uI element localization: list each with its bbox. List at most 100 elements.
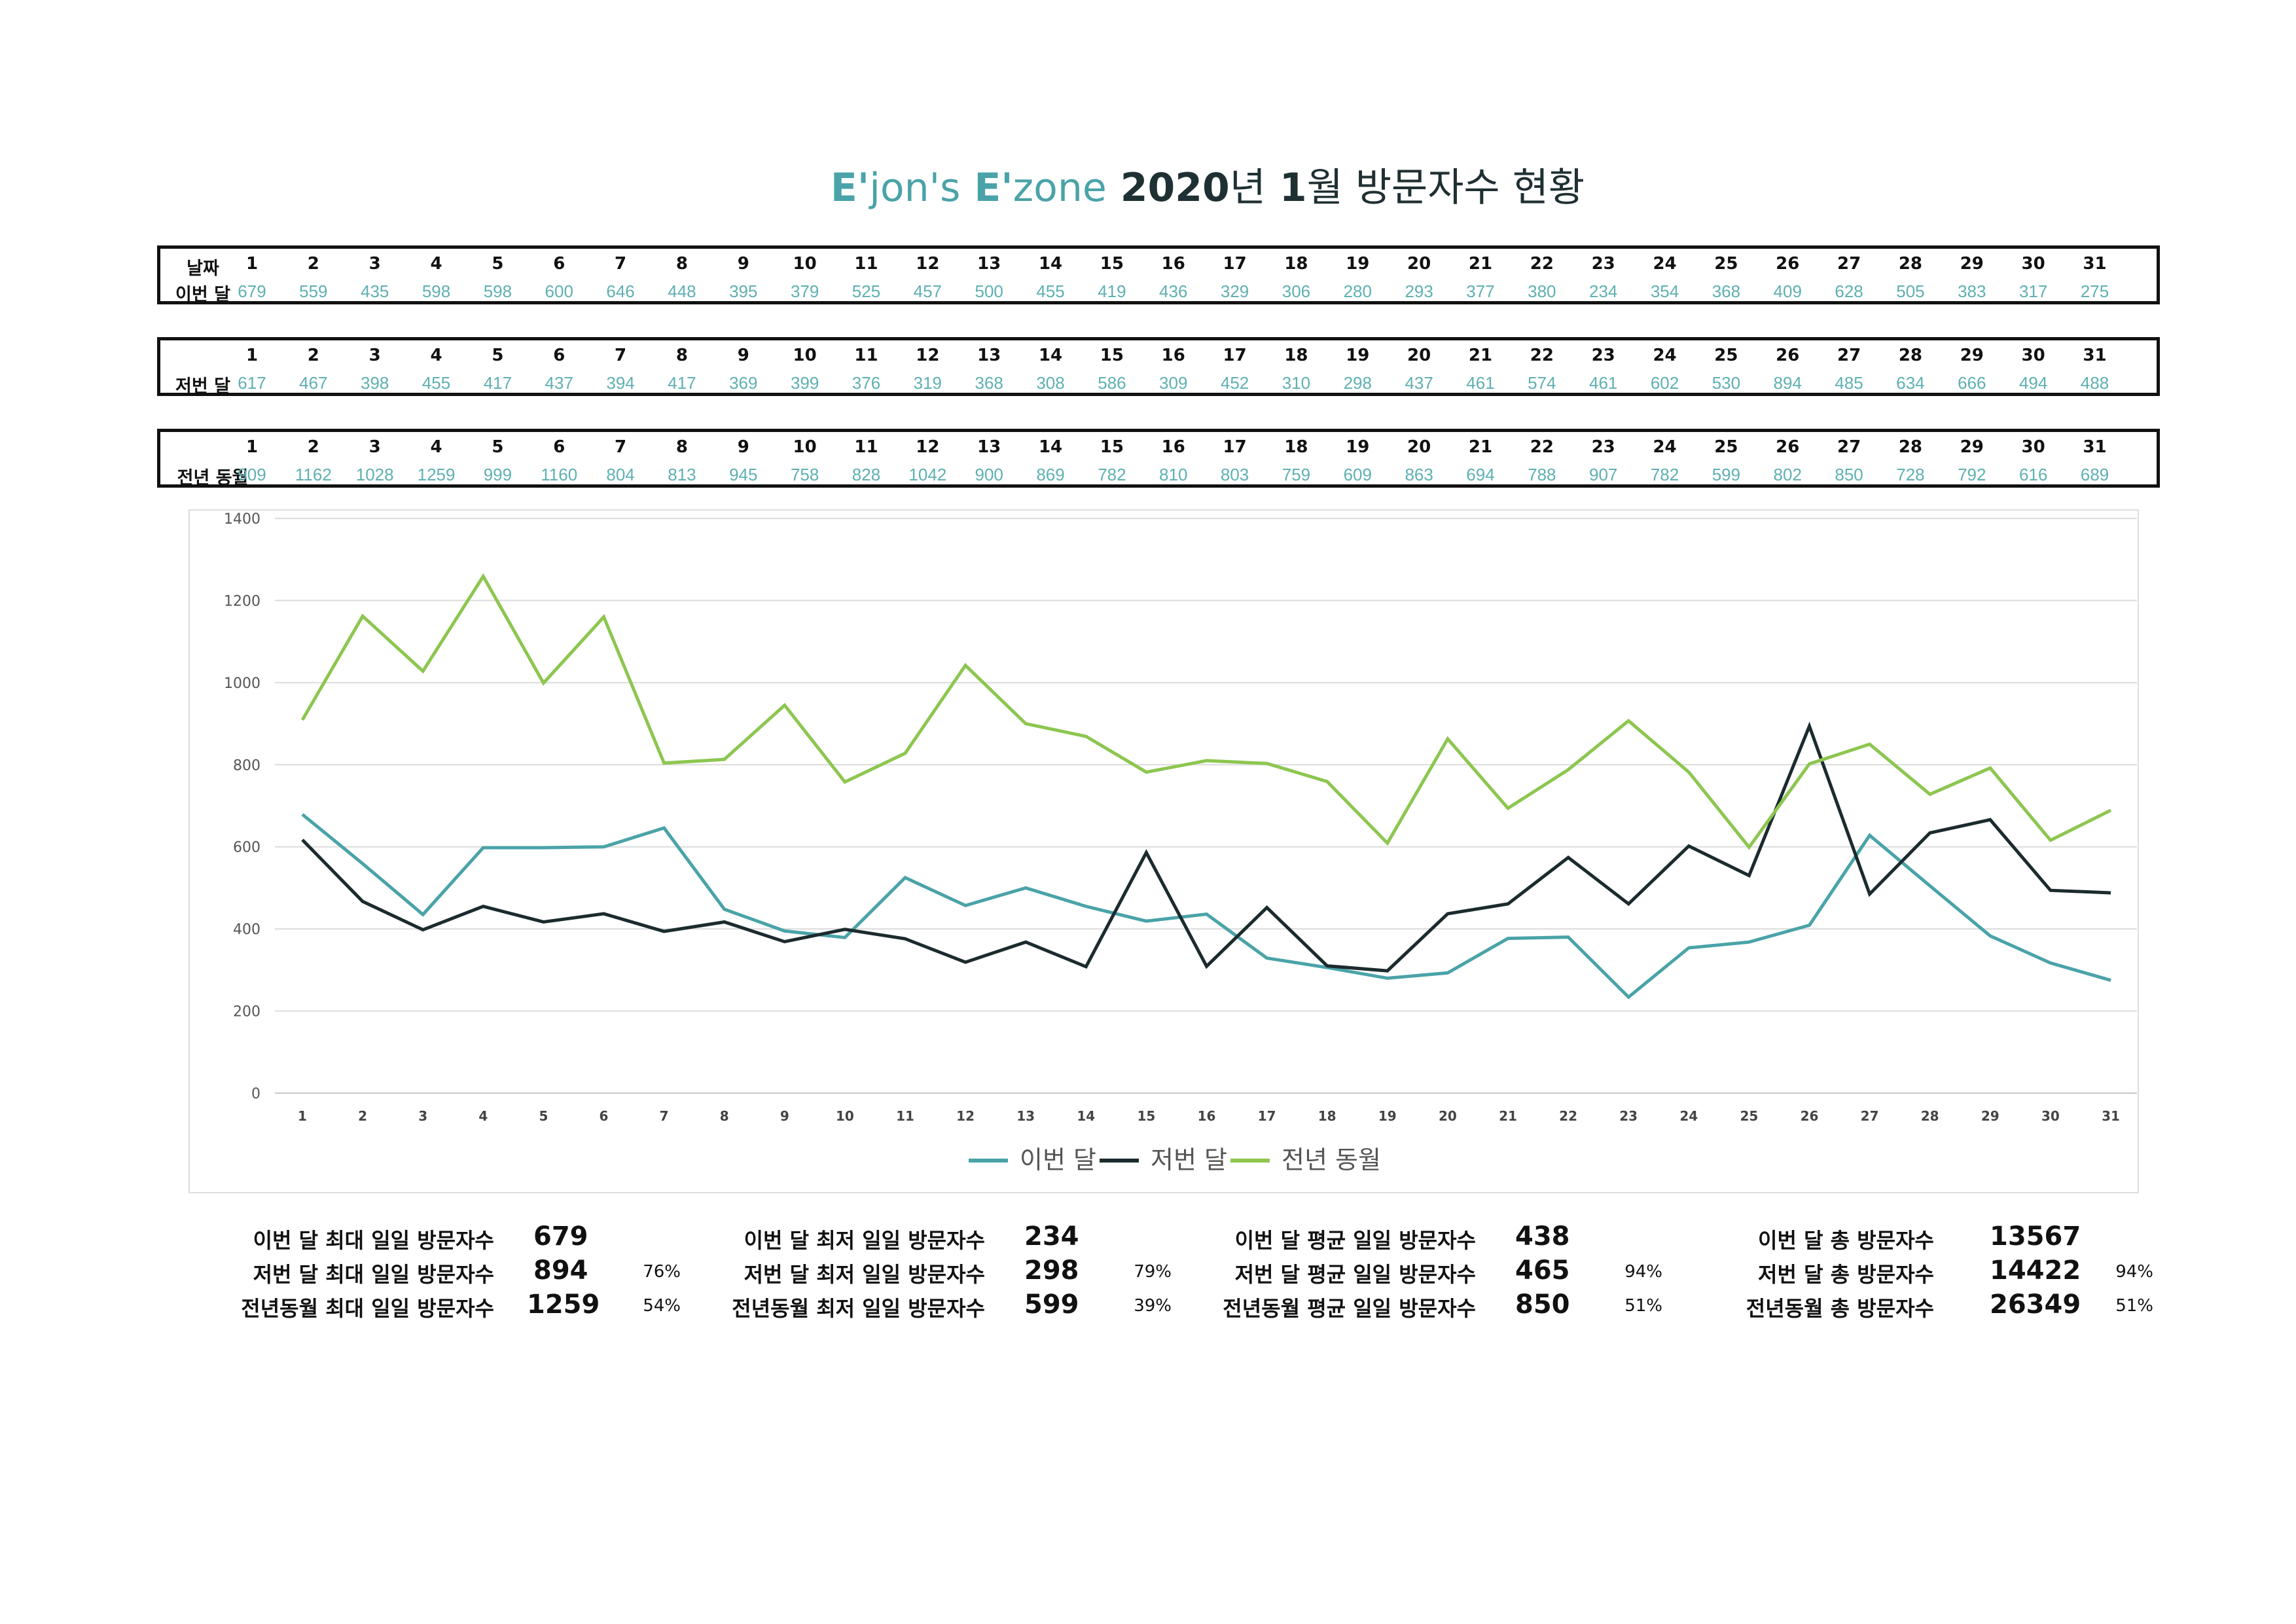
table-value-cell: 455 bbox=[1036, 281, 1065, 301]
x-tick-label: 31 bbox=[2102, 1108, 2120, 1124]
table-day-cell: 30 bbox=[2021, 254, 2045, 274]
table-value-cell: 505 bbox=[1896, 281, 1925, 301]
table-value-cell: 802 bbox=[1773, 465, 1802, 484]
table-2: 저번 달 1 617 2 467 3 398 4 455 5 417 6 437 7 394 8 417 9 369… bbox=[157, 337, 2160, 397]
table-value-cell: 869 bbox=[1036, 465, 1065, 484]
table-value-cell: 376 bbox=[852, 373, 881, 393]
stat-label: 저번 달 총 방문자수 bbox=[1758, 1262, 1934, 1287]
table-day-cell: 5 bbox=[492, 346, 504, 365]
table-day-cell: 1 bbox=[245, 437, 259, 457]
table-value-cell: 1160 bbox=[541, 465, 578, 484]
table-day-cell: 21 bbox=[1468, 346, 1493, 365]
table-3: 전년 동월 1 909 2 1162 3 1028 4 1259 5 999 6 1160 7 804 8 81… bbox=[157, 429, 2160, 488]
stat-value: 599 bbox=[1024, 1290, 1079, 1320]
x-tick-label: 2 bbox=[358, 1108, 367, 1124]
stat-label: 전년동월 최대 일일 방문자수 bbox=[241, 1296, 494, 1321]
table-value-cell: 782 bbox=[1098, 465, 1126, 484]
table-day-cell: 26 bbox=[1776, 437, 1800, 457]
x-tick-label: 19 bbox=[1378, 1108, 1397, 1124]
title-part-5: 2020 bbox=[1120, 165, 1230, 211]
table-day-cell: 20 bbox=[1407, 437, 1431, 457]
table-value-cell: 309 bbox=[1159, 373, 1188, 393]
table-value-cell: 909 bbox=[238, 465, 266, 484]
x-tick-label: 23 bbox=[1619, 1108, 1638, 1124]
table-value-cell: 609 bbox=[1343, 465, 1372, 484]
table-day-cell: 7 bbox=[615, 437, 627, 457]
x-tick-label: 8 bbox=[720, 1108, 729, 1124]
table-value-cell: 377 bbox=[1466, 281, 1495, 301]
table-day-cell: 3 bbox=[368, 437, 381, 457]
table-day-cell: 19 bbox=[1346, 346, 1370, 365]
stat-percent: 51% bbox=[1624, 1296, 1662, 1316]
table-day-cell: 2 bbox=[307, 254, 319, 274]
stat-value: 14422 bbox=[1990, 1255, 2081, 1286]
table-value-cell: 452 bbox=[1220, 373, 1249, 393]
table-value-cell: 485 bbox=[1835, 373, 1863, 393]
table-day-cell: 13 bbox=[977, 346, 1001, 365]
table-day-cell: 18 bbox=[1284, 437, 1308, 457]
table-day-cell: 30 bbox=[2021, 346, 2045, 365]
x-tick-label: 18 bbox=[1318, 1108, 1336, 1124]
table-day-cell: 5 bbox=[492, 437, 504, 457]
table-value-cell: 617 bbox=[238, 373, 266, 393]
table-value-cell: 369 bbox=[729, 373, 758, 393]
table-day-cell: 29 bbox=[1960, 254, 1984, 274]
table-value-cell: 1042 bbox=[908, 465, 947, 484]
table-value-cell: 758 bbox=[790, 465, 819, 484]
table-value-cell: 694 bbox=[1466, 465, 1495, 484]
stat-value: 894 bbox=[533, 1255, 588, 1286]
table-value-cell: 380 bbox=[1528, 281, 1556, 301]
table-day-cell: 23 bbox=[1591, 346, 1615, 365]
table-value-cell: 275 bbox=[2080, 281, 2109, 301]
table-day-cell: 16 bbox=[1161, 437, 1185, 457]
table-value-cell: 398 bbox=[360, 373, 389, 393]
table-value-cell: 863 bbox=[1405, 465, 1433, 484]
table-day-cell: 15 bbox=[1100, 437, 1124, 457]
table-value-cell: 646 bbox=[606, 281, 635, 301]
series-line-1 bbox=[301, 813, 2111, 1000]
table-day-cell: 2 bbox=[307, 346, 319, 365]
table-day-cell: 11 bbox=[854, 254, 878, 274]
table-day-cell: 28 bbox=[1898, 346, 1923, 365]
table-day-cell: 16 bbox=[1161, 346, 1185, 365]
x-tick-label: 9 bbox=[780, 1108, 789, 1124]
table-day-cell: 6 bbox=[553, 346, 565, 365]
table-value-cell: 792 bbox=[1958, 465, 1986, 484]
table-day-cell: 26 bbox=[1776, 346, 1800, 365]
table-value-cell: 586 bbox=[1098, 373, 1126, 393]
table-day-cell: 27 bbox=[1837, 254, 1861, 274]
table-value-cell: 634 bbox=[1896, 373, 1925, 393]
table-value-cell: 999 bbox=[483, 465, 512, 484]
table-value-cell: 293 bbox=[1405, 281, 1433, 301]
table-day-cell: 1 bbox=[245, 254, 259, 274]
table-value-cell: 280 bbox=[1343, 281, 1372, 301]
x-tick-label: 14 bbox=[1077, 1108, 1095, 1124]
table-day-cell: 8 bbox=[675, 346, 688, 365]
table-day-cell: 10 bbox=[793, 437, 817, 457]
table-day-cell: 4 bbox=[430, 437, 442, 457]
stat-value: 679 bbox=[533, 1221, 588, 1252]
x-tick-label: 26 bbox=[1801, 1108, 1819, 1124]
table-day-cell: 8 bbox=[675, 254, 688, 274]
table-value-cell: 383 bbox=[1958, 281, 1986, 301]
stat-label: 전년동월 평균 일일 방문자수 bbox=[1223, 1296, 1476, 1321]
table-day-cell: 6 bbox=[553, 437, 565, 457]
stat-value: 234 bbox=[1024, 1221, 1079, 1252]
table-value-cell: 298 bbox=[1343, 373, 1372, 393]
table-value-cell: 628 bbox=[1835, 281, 1863, 301]
stat-label: 이번 달 총 방문자수 bbox=[1758, 1228, 1934, 1253]
table-value-cell: 317 bbox=[2018, 281, 2048, 301]
table-day-cell: 20 bbox=[1407, 254, 1431, 274]
y-tick-label: 0 bbox=[251, 1086, 260, 1102]
table-value-cell: 488 bbox=[2080, 373, 2109, 393]
stat-label: 이번 달 최대 일일 방문자수 bbox=[253, 1228, 494, 1253]
stat-value: 1259 bbox=[527, 1290, 600, 1320]
title-part-3: E' bbox=[974, 165, 1013, 211]
table-1: 날짜 이번 달 1 679 2 559 3 435 4 598 5 598 6 600 7 646 8 448 9 3… bbox=[157, 245, 2160, 305]
y-tick-label: 400 bbox=[233, 922, 260, 938]
table-row2-label: 전년 동월 bbox=[177, 468, 249, 488]
title-part-2: jon's bbox=[869, 165, 961, 211]
x-tick-label: 28 bbox=[1921, 1108, 1939, 1124]
table-value-cell: 945 bbox=[729, 465, 758, 484]
table-value-cell: 329 bbox=[1220, 281, 1249, 301]
